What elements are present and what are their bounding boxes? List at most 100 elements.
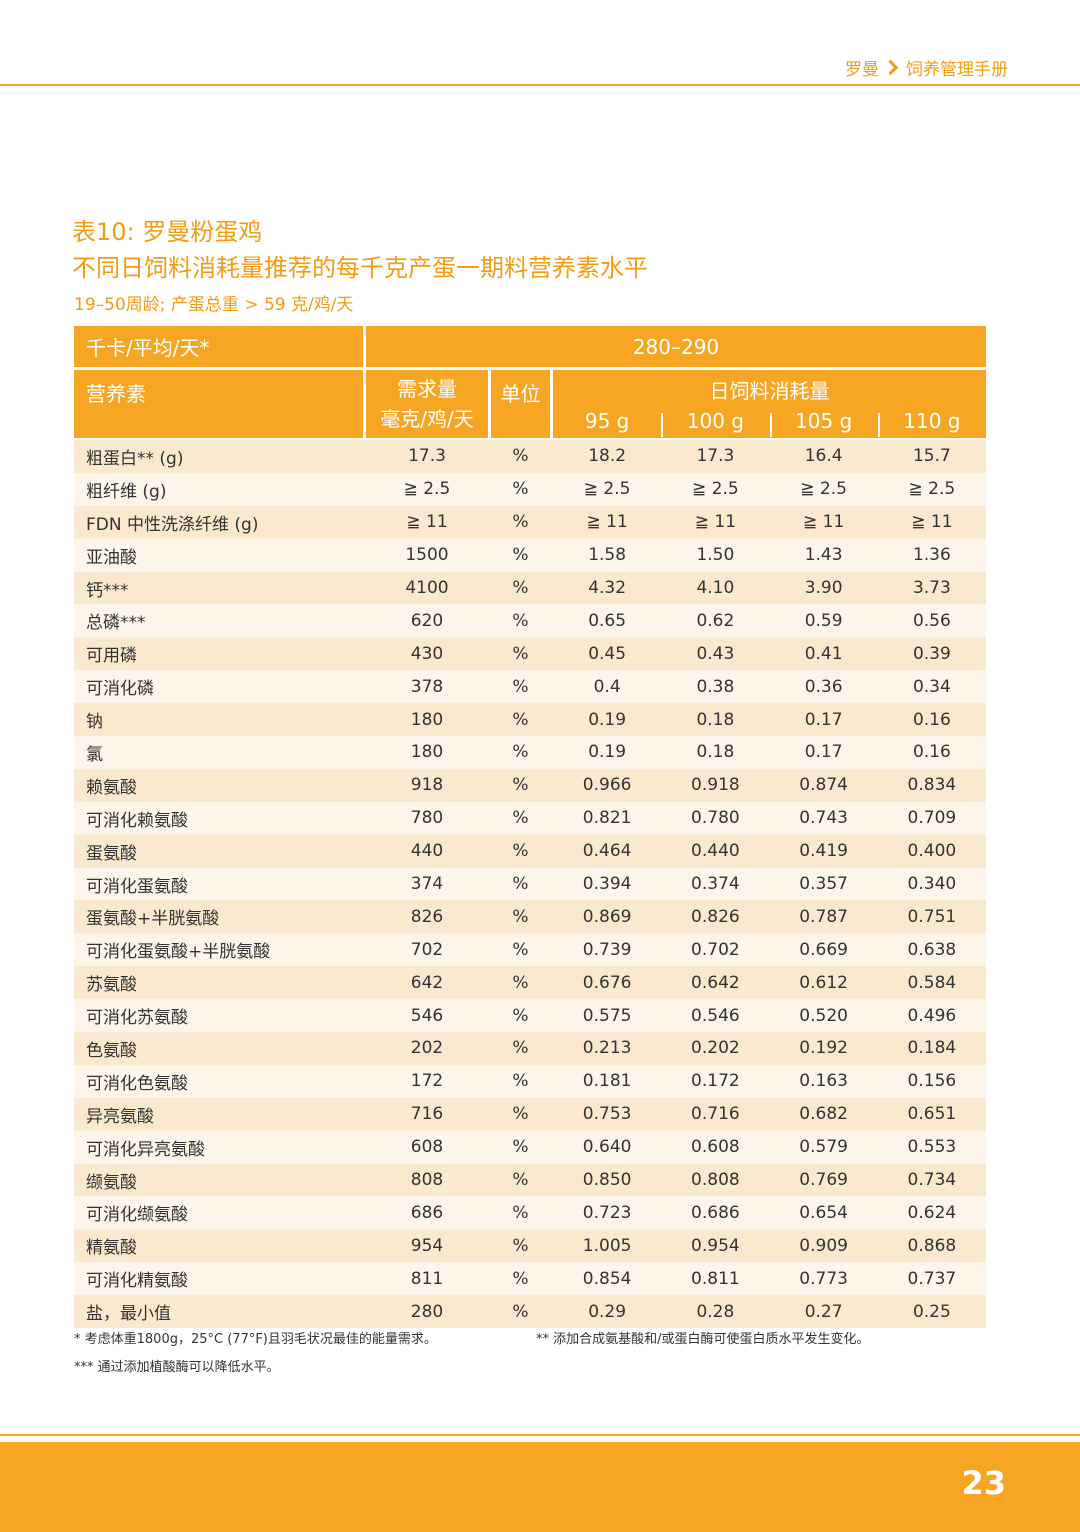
- header-divider: [0, 84, 1080, 86]
- table-row: 可消化蛋氨酸 374% 0.394 0.374 0.357 0.340: [74, 867, 986, 901]
- cell-requirement: 811: [410, 1268, 444, 1289]
- cell-unit: %: [512, 479, 529, 500]
- table-row: 蛋氨酸+半胱氨酸 826% 0.869 0.826 0.787 0.751: [74, 900, 986, 934]
- cell-intake-100: 0.702: [691, 939, 740, 960]
- cell-intake-95: 0.753: [582, 1104, 632, 1125]
- cell-intake-110: 0.751: [907, 906, 957, 927]
- cell-requirement: 826: [410, 906, 444, 927]
- cell-requirement: 374: [410, 874, 444, 895]
- table-row: 粗蛋白** (g) 17.3% 18.2 17.3 16.4 15.7: [74, 440, 986, 473]
- cell-nutrient: 精氨酸: [86, 1238, 137, 1259]
- cell-intake-95: 0.869: [582, 906, 632, 927]
- header-unit: 单位: [491, 370, 550, 438]
- cell-intake-95: 0.676: [582, 972, 632, 993]
- cell-intake-110: 0.39: [912, 643, 951, 664]
- cell-intake-105: 0.419: [799, 841, 848, 862]
- cell-intake-95: 0.4: [593, 676, 621, 697]
- cell-requirement: 4100: [405, 578, 449, 598]
- table-title: 表10: 罗曼粉蛋鸡: [72, 218, 263, 246]
- table-row: 粗纤维 (g) ≧ 2.5% ≧ 2.5 ≧ 2.5 ≧ 2.5 ≧ 2.5: [74, 472, 986, 506]
- cell-intake-100: 0.18: [696, 742, 735, 763]
- cell-requirement: 808: [410, 1170, 444, 1191]
- cell-unit: %: [512, 841, 529, 862]
- cell-intake-110: 0.834: [907, 775, 957, 796]
- cell-unit: %: [512, 808, 529, 829]
- cell-intake-95: 0.181: [582, 1071, 632, 1092]
- cell-intake-110: 0.25: [912, 1301, 951, 1322]
- cell-requirement: 620: [410, 610, 444, 631]
- table-row: 可消化赖氨酸 780% 0.821 0.780 0.743 0.709: [74, 801, 986, 835]
- cell-intake-105: 0.769: [799, 1170, 848, 1191]
- cell-requirement: 202: [410, 1038, 444, 1059]
- cell-intake-100: 0.826: [691, 906, 740, 927]
- cell-intake-100: 0.546: [691, 1005, 740, 1026]
- cell-nutrient: 氯: [86, 744, 103, 765]
- breadcrumb: 罗曼 饲养管理手册: [845, 55, 1008, 80]
- header-intake-95: 95 g: [584, 409, 630, 433]
- cell-intake-110: 0.553: [907, 1137, 957, 1158]
- cell-intake-100: 17.3: [696, 446, 735, 467]
- table-row: 可消化磷 378% 0.4 0.38 0.36 0.34: [74, 670, 986, 704]
- cell-intake-100: 0.808: [691, 1170, 740, 1191]
- cell-intake-105: 0.59: [804, 610, 843, 631]
- table-row: 缬氨酸 808% 0.850 0.808 0.769 0.734: [74, 1163, 986, 1197]
- cell-intake-95: 0.464: [582, 841, 632, 862]
- cell-intake-105: 0.17: [804, 742, 843, 763]
- cell-intake-110: 0.156: [907, 1071, 957, 1092]
- cell-requirement: 642: [410, 972, 444, 993]
- cell-requirement: 172: [410, 1071, 444, 1092]
- cell-intake-95: 0.213: [582, 1038, 632, 1059]
- cell-intake-105: 0.787: [799, 906, 848, 927]
- table-row: 氯 180% 0.19 0.18 0.17 0.16: [74, 736, 986, 769]
- cell-intake-110: 0.624: [907, 1202, 957, 1223]
- cell-intake-110: 0.709: [907, 808, 957, 829]
- cell-nutrient: 可消化蛋氨酸: [86, 876, 188, 897]
- cell-intake-95: ≧ 11: [586, 512, 628, 533]
- cell-nutrient: 可消化蛋氨酸+半胱氨酸: [86, 942, 271, 963]
- table-row: 可消化精氨酸 811% 0.854 0.811 0.773 0.737: [74, 1262, 986, 1296]
- cell-nutrient: 可消化精氨酸: [86, 1271, 188, 1292]
- cell-intake-110: 1.36: [912, 545, 951, 566]
- cell-nutrient: 蛋氨酸+半胱氨酸: [86, 909, 220, 930]
- cell-intake-100: 0.172: [691, 1071, 740, 1092]
- cell-intake-100: 0.202: [691, 1038, 740, 1059]
- cell-intake-100: 0.686: [691, 1202, 740, 1223]
- cell-nutrient: FDN 中性洗涤纤维 (g): [86, 514, 259, 535]
- cell-unit: %: [512, 1137, 529, 1158]
- cell-intake-105: 0.17: [804, 709, 843, 730]
- breadcrumb-section: 饲养管理手册: [906, 60, 1008, 80]
- energy-header-row: 千卡/平均/天* 280–290: [74, 326, 986, 367]
- table-row: 可消化缬氨酸 686% 0.723 0.686 0.654 0.624: [74, 1196, 986, 1230]
- cell-intake-110: 0.16: [912, 709, 951, 730]
- cell-unit: %: [512, 1170, 529, 1191]
- cell-intake-105: 0.520: [799, 1005, 848, 1026]
- header-nutrient: 营养素: [74, 370, 363, 438]
- cell-intake-100: 0.43: [696, 643, 735, 664]
- cell-intake-110: 0.734: [907, 1170, 957, 1191]
- cell-intake-110: 0.56: [912, 610, 951, 631]
- cell-intake-95: 0.45: [588, 643, 627, 664]
- cell-requirement: 378: [410, 676, 444, 697]
- cell-intake-110: 0.184: [907, 1038, 957, 1059]
- cell-nutrient: 可消化磷: [86, 679, 154, 700]
- cell-intake-95: 0.575: [582, 1005, 632, 1026]
- cell-intake-95: 0.966: [582, 775, 632, 796]
- table-row: 可用磷 430% 0.45 0.43 0.41 0.39: [74, 637, 986, 671]
- cell-nutrient: 赖氨酸: [86, 777, 137, 798]
- table-row: 蛋氨酸 440% 0.464 0.440 0.419 0.400: [74, 834, 986, 868]
- cell-intake-100: 0.918: [691, 775, 740, 796]
- cell-requirement: 954: [410, 1235, 444, 1256]
- cell-nutrient: 可消化缬氨酸: [86, 1205, 188, 1226]
- cell-intake-95: 18.2: [588, 446, 627, 467]
- cell-intake-95: 0.19: [588, 742, 627, 763]
- cell-nutrient: 蛋氨酸: [86, 843, 137, 864]
- cell-intake-95: 4.32: [588, 578, 627, 598]
- table-row: 色氨酸 202% 0.213 0.202 0.192 0.184: [74, 1032, 986, 1065]
- nutrient-table: 千卡/平均/天* 280–290 营养素 需求量 毫克/鸡/天 单位 日饲料消耗…: [74, 326, 986, 1329]
- cell-unit: %: [512, 643, 529, 664]
- cell-unit: %: [512, 1005, 529, 1026]
- cell-nutrient: 总磷***: [86, 613, 146, 634]
- cell-intake-105: 0.192: [799, 1038, 848, 1059]
- cell-intake-105: 0.27: [804, 1301, 843, 1322]
- cell-unit: %: [512, 578, 529, 598]
